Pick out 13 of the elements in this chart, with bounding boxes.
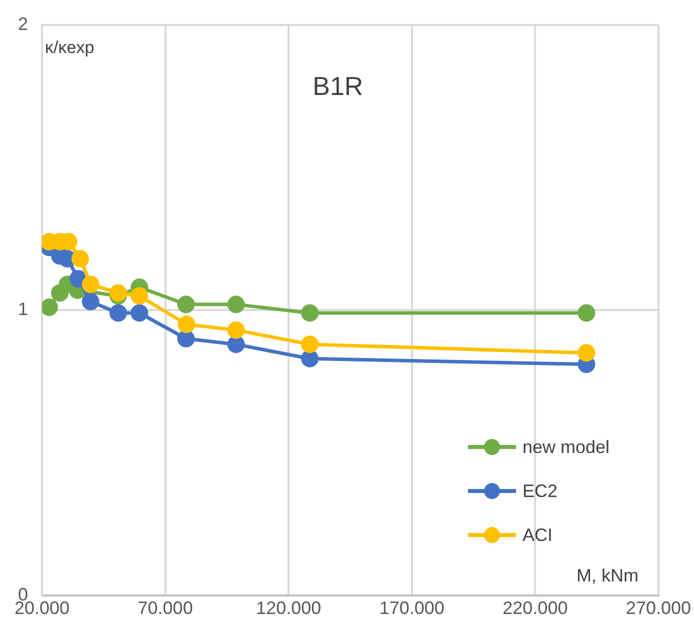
x-tick-label: 70.000 — [138, 598, 193, 618]
y-tick-label: 2 — [18, 14, 28, 34]
x-tick-label: 270.000 — [626, 598, 692, 618]
y-axis-title: κ/κexp — [45, 38, 94, 57]
y-tick-label: 1 — [18, 299, 28, 320]
legend-label: ACI — [522, 524, 552, 546]
text: B1R — [312, 70, 364, 101]
x-tick-label: 120.000 — [256, 598, 322, 618]
x-axis-title: M, kNm — [576, 565, 638, 586]
x-tick-label: 170.000 — [379, 598, 444, 618]
legend-label: new model — [522, 436, 610, 458]
x-tick-label: 220.000 — [502, 598, 568, 618]
legend-label: EC2 — [522, 480, 558, 502]
